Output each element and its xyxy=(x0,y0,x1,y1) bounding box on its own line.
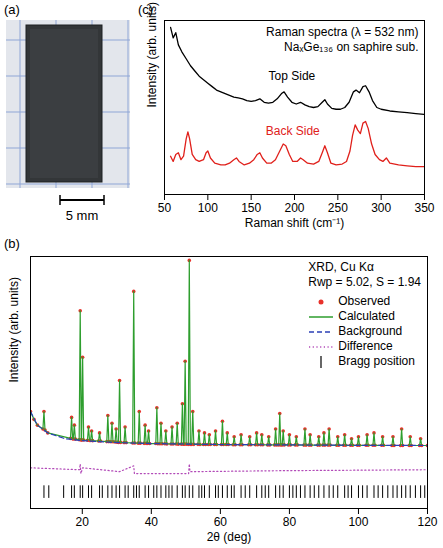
svg-text:350: 350 xyxy=(414,201,434,215)
svg-text:40: 40 xyxy=(145,515,159,529)
svg-text:20: 20 xyxy=(76,515,90,529)
svg-text:80: 80 xyxy=(283,515,297,529)
svg-text:Top Side: Top Side xyxy=(269,69,316,83)
svg-text:250: 250 xyxy=(328,201,348,215)
svg-text:Back Side: Back Side xyxy=(266,124,320,138)
svg-text:(a): (a) xyxy=(4,2,20,17)
svg-text:300: 300 xyxy=(371,201,391,215)
svg-text:Raman spectra (λ = 532 nm)NaₓG: Raman spectra (λ = 532 nm)NaₓGe₁₃₆ on sa… xyxy=(266,25,418,54)
svg-text:200: 200 xyxy=(284,201,304,215)
svg-text:2θ (deg): 2θ (deg) xyxy=(207,530,252,544)
svg-text:120: 120 xyxy=(417,515,437,529)
svg-text:150: 150 xyxy=(241,201,261,215)
svg-text:100: 100 xyxy=(348,515,368,529)
svg-text:60: 60 xyxy=(214,515,228,529)
svg-text:Intensity (arb. units): Intensity (arb. units) xyxy=(7,277,21,382)
svg-text:50: 50 xyxy=(158,201,172,215)
svg-text:Intensity (arb. units): Intensity (arb. units) xyxy=(145,2,159,107)
svg-text:100: 100 xyxy=(198,201,218,215)
svg-text:5 mm: 5 mm xyxy=(66,208,99,223)
svg-text:Raman shift (cm⁻¹): Raman shift (cm⁻¹) xyxy=(245,216,344,230)
